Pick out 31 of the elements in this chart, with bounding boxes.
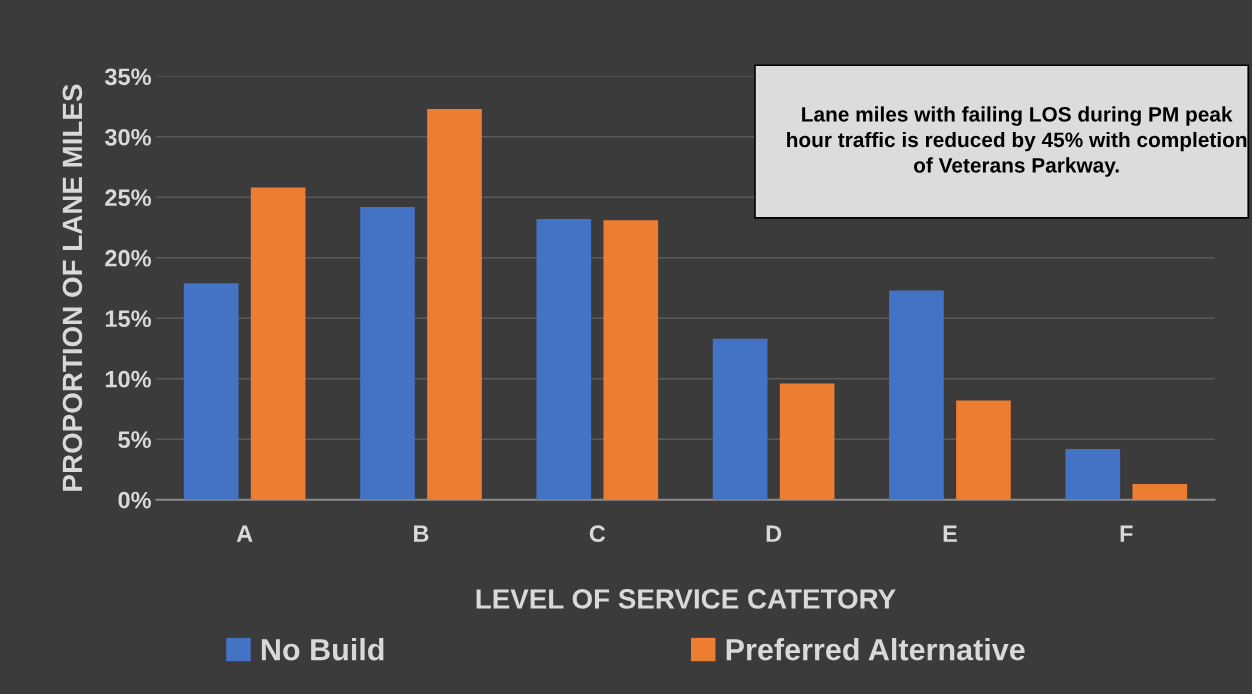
x-axis-title: LEVEL OF SERVICE CATETORY [476, 589, 896, 609]
x-tick-label: D [766, 525, 782, 542]
bar [889, 290, 944, 500]
x-tick-label: C [589, 525, 606, 543]
legend-label: No Build [261, 638, 384, 661]
bar [1132, 483, 1188, 500]
y-tick-label: 30% [104, 128, 152, 146]
bar [536, 219, 592, 500]
annotation: Lane miles with failing LOS during PM peak hour traffic is reduced by 45% with completion of Veterans Parkway. [787, 106, 1247, 177]
bar [956, 400, 1011, 500]
y-tick-label: 20% [105, 249, 152, 267]
x-tick-label: B [414, 525, 429, 542]
legend-label: Preferred Alternative [726, 638, 1025, 661]
y-tick-label: 10% [105, 370, 152, 388]
bar [360, 206, 415, 500]
bar [250, 187, 306, 500]
x-tick-label: E [943, 525, 957, 542]
y-tick-label: 15% [105, 310, 152, 328]
y-tick-label: 5% [118, 431, 152, 448]
y-axis-title: PROPORTION OF LANE MILES [62, 84, 83, 491]
y-tick-label: 25% [105, 189, 152, 207]
bar [427, 109, 482, 500]
y-tick-label: 0% [118, 491, 152, 509]
y-tick-label: 35% [104, 68, 152, 86]
x-tick-label: A [236, 525, 253, 542]
bar [1065, 448, 1121, 500]
bar [712, 338, 768, 500]
bar [183, 283, 239, 500]
bar [779, 383, 835, 500]
x-tick-label: F [1120, 525, 1133, 542]
bar [603, 220, 659, 500]
